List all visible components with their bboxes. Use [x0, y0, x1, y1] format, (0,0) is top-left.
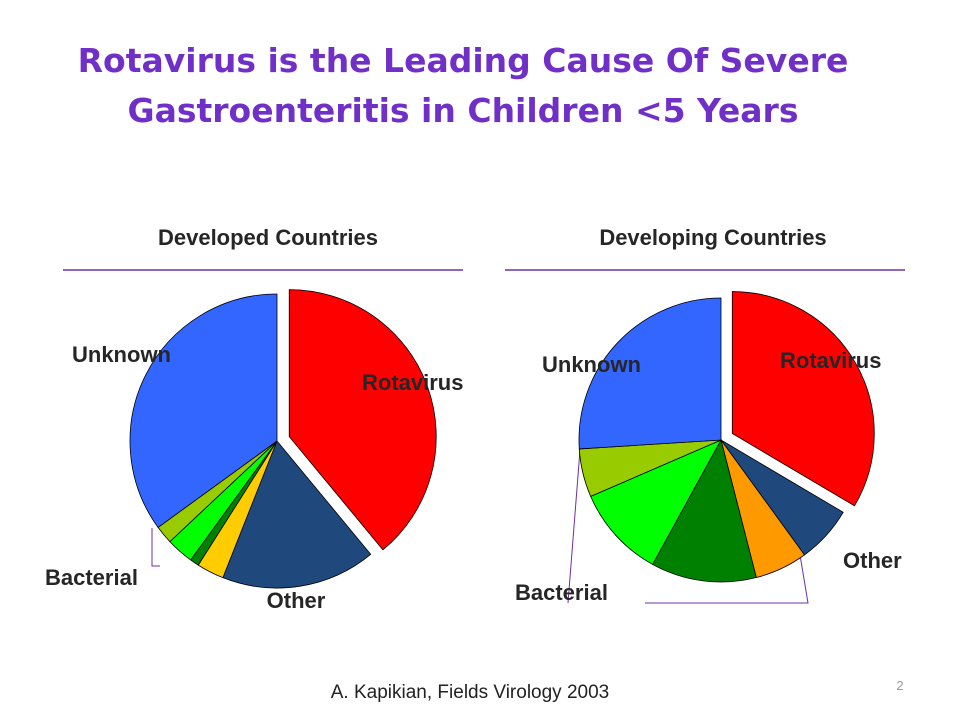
slice-label: Unknown	[72, 342, 171, 367]
group-label: Bacterial	[515, 580, 608, 605]
slice-label: Rotavirus	[780, 348, 881, 373]
bracket	[151, 528, 160, 567]
slice-label: Rotavirus	[362, 370, 463, 395]
slice-label: Other	[843, 548, 902, 573]
pie-slice	[731, 291, 875, 507]
bracket	[567, 449, 581, 604]
page-number: 2	[896, 678, 903, 693]
chart-subtitle: Developed Countries	[158, 225, 378, 250]
slice-label: Other	[267, 588, 326, 613]
pie-slice	[288, 289, 437, 551]
chart-subtitle: Developing Countries	[599, 225, 826, 250]
bracket	[645, 554, 809, 604]
pie-slice	[652, 438, 757, 583]
slice-label: Unknown	[542, 352, 641, 377]
pie-slice	[578, 297, 722, 450]
pie-slice	[129, 293, 278, 528]
group-label: Bacterial	[45, 565, 138, 590]
pie-slice	[222, 440, 372, 589]
pie-slice	[590, 439, 722, 565]
citation: A. Kapikian, Fields Virology 2003	[331, 682, 609, 703]
slide-title: Rotavirus is the Leading Cause Of Severe…	[78, 41, 849, 130]
